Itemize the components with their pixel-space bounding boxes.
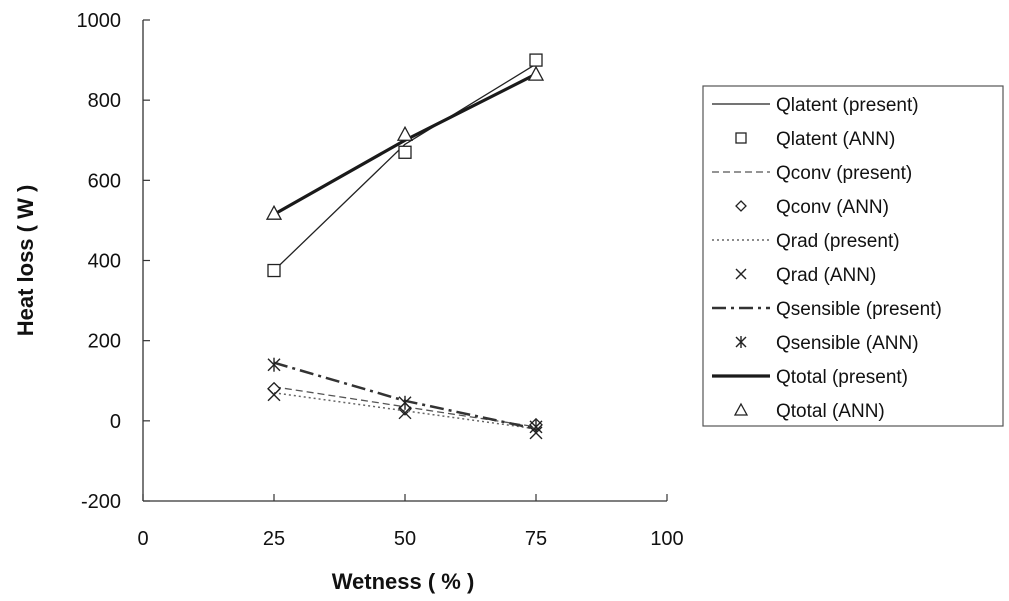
data-point-qsensible-ann xyxy=(529,419,543,434)
data-point-qsensible-ann xyxy=(267,357,281,372)
data-point-qtotal-ann xyxy=(396,125,414,141)
data-point-qtotal-ann xyxy=(527,65,545,81)
axes xyxy=(142,20,667,502)
series-line-qlatent-present xyxy=(273,63,537,271)
x-tick-label: 25 xyxy=(263,528,285,550)
legend-label-qlatent-ann: Qlatent (ANN) xyxy=(776,129,895,150)
ticks: -200 0 200 400 600 800 1000 0 25 50 75 100 xyxy=(77,10,684,550)
legend-label-qrad-present: Qrad (present) xyxy=(776,231,900,252)
data-point-qtotal-ann xyxy=(265,204,283,220)
data-point-qlatent-ann xyxy=(398,145,412,159)
legend-swatch-qrad-ann xyxy=(735,268,747,280)
x-tick-label: 75 xyxy=(525,528,547,550)
legend-label-qtotal-ann: Qtotal (ANN) xyxy=(776,401,885,422)
series-line-qsensible-present xyxy=(273,361,537,431)
y-tick-label: -200 xyxy=(81,491,121,513)
y-tick-label: 0 xyxy=(110,411,121,433)
legend-label-qrad-ann: Qrad (ANN) xyxy=(776,265,876,286)
legend-box xyxy=(702,85,1004,427)
plot-area xyxy=(265,53,545,440)
data-point-qrad-ann xyxy=(398,406,412,420)
y-tick-label: 600 xyxy=(88,170,121,192)
legend-label-qtotal-present: Qtotal (present) xyxy=(776,367,908,388)
data-point-qlatent-ann xyxy=(529,53,543,67)
y-axis-title: Heat loss ( W ) xyxy=(13,185,38,337)
y-tick-label: 1000 xyxy=(77,10,122,32)
series-line-qrad-present xyxy=(273,392,537,430)
x-tick-label: 100 xyxy=(650,528,683,550)
x-tick-label: 0 xyxy=(137,528,148,550)
data-point-qlatent-ann xyxy=(267,263,281,278)
x-tick-label: 50 xyxy=(394,528,416,550)
legend-label-qconv-present: Qconv (present) xyxy=(776,163,912,184)
y-tick-label: 800 xyxy=(88,90,121,112)
data-point-qrad-ann xyxy=(267,388,281,402)
legend-swatch-qlatent-ann xyxy=(735,132,747,144)
x-axis-title: Wetness ( % ) xyxy=(332,569,475,594)
legend-swatch-qconv-ann xyxy=(735,200,747,212)
data-point-qsensible-ann xyxy=(398,395,412,410)
legend-label-qlatent-present: Qlatent (present) xyxy=(776,95,919,116)
legend-label-qsensible-ann: Qsensible (ANN) xyxy=(776,333,919,354)
legend-swatch-qtotal-ann xyxy=(733,402,749,416)
legend: Qlatent (present) Qlatent (ANN) Qconv (pre… xyxy=(702,85,1004,427)
y-tick-label: 200 xyxy=(88,331,121,353)
legend-swatch-qsensible-ann xyxy=(735,336,747,348)
legend-label-qconv-ann: Qconv (ANN) xyxy=(776,197,889,218)
y-tick-label: 400 xyxy=(88,251,121,273)
legend-label-qsensible-present: Qsensible (present) xyxy=(776,299,942,320)
